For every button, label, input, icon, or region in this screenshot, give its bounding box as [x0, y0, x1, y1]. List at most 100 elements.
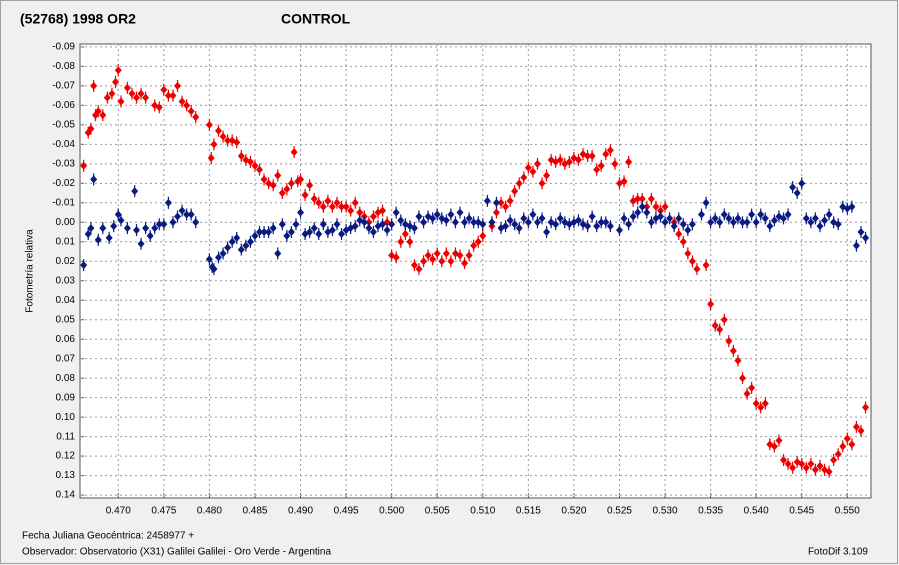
data-point	[278, 218, 286, 231]
data-point	[178, 95, 186, 108]
point-marker	[479, 220, 487, 229]
point-marker	[679, 220, 687, 229]
point-marker	[461, 259, 469, 268]
point-marker	[807, 218, 815, 227]
data-point	[620, 212, 628, 225]
data-point	[543, 226, 551, 239]
point-marker	[597, 218, 605, 227]
data-point	[174, 210, 182, 223]
y-tick-label: 0.13	[56, 470, 76, 481]
point-marker	[110, 222, 118, 231]
data-point	[552, 218, 560, 231]
data-point	[793, 187, 801, 200]
data-point	[789, 181, 797, 194]
data-point	[748, 208, 756, 221]
point-marker	[461, 218, 469, 227]
data-point	[643, 206, 651, 219]
data-point	[224, 241, 232, 254]
data-point	[520, 212, 528, 225]
point-marker	[606, 146, 614, 155]
point-marker	[401, 229, 409, 238]
point-marker	[479, 231, 487, 240]
data-point	[328, 200, 336, 213]
point-marker	[392, 208, 400, 217]
data-point	[684, 224, 692, 237]
data-point	[502, 220, 510, 233]
point-marker	[103, 93, 111, 102]
data-point	[142, 222, 150, 235]
point-marker	[164, 91, 172, 100]
data-point	[351, 220, 359, 233]
point-marker	[529, 210, 537, 219]
data-point	[169, 216, 177, 229]
point-marker	[734, 356, 742, 365]
data-point	[442, 247, 450, 260]
data-point	[274, 247, 282, 260]
data-point	[420, 255, 428, 268]
point-marker	[784, 210, 792, 219]
data-point	[429, 212, 437, 225]
data-point	[707, 298, 715, 311]
point-marker	[802, 463, 810, 472]
point-marker	[588, 152, 596, 161]
data-point	[825, 465, 833, 478]
data-point	[110, 220, 118, 233]
point-marker	[807, 459, 815, 468]
data-point	[215, 124, 223, 137]
data-point	[410, 259, 418, 272]
point-marker	[502, 202, 510, 211]
point-marker	[146, 231, 154, 240]
point-marker	[87, 124, 95, 133]
point-marker	[379, 206, 387, 215]
point-marker	[492, 198, 500, 207]
data-point	[319, 218, 327, 231]
data-point	[670, 220, 678, 233]
point-marker	[420, 257, 428, 266]
x-tick-label: 0.525	[607, 506, 632, 517]
point-marker	[707, 300, 715, 309]
point-marker	[852, 241, 860, 250]
point-marker	[688, 220, 696, 229]
data-point	[780, 454, 788, 467]
x-tick-label: 0.535	[698, 506, 723, 517]
data-point	[661, 216, 669, 229]
point-marker	[670, 222, 678, 231]
data-point	[347, 204, 355, 217]
point-marker	[219, 132, 227, 141]
point-marker	[164, 198, 172, 207]
data-point	[502, 200, 510, 213]
point-marker	[123, 224, 131, 233]
point-marker	[406, 237, 414, 246]
point-marker	[625, 220, 633, 229]
data-point	[688, 218, 696, 231]
point-marker	[802, 214, 810, 223]
data-point	[647, 192, 655, 205]
data-point	[447, 208, 455, 221]
data-point	[602, 216, 610, 229]
y-tick-label: -0.08	[52, 61, 75, 72]
data-point	[174, 79, 182, 92]
point-marker	[210, 265, 218, 274]
point-marker	[424, 251, 432, 260]
data-point	[574, 153, 582, 166]
point-marker	[246, 157, 254, 166]
x-tick-label: 0.510	[470, 506, 495, 517]
point-marker	[857, 426, 865, 435]
y-tick-label: -0.02	[52, 178, 75, 189]
point-marker	[634, 208, 642, 217]
point-marker	[151, 224, 159, 233]
data-point	[292, 218, 300, 231]
point-marker	[502, 222, 510, 231]
point-marker	[410, 261, 418, 270]
data-point	[588, 210, 596, 223]
point-marker	[260, 228, 268, 237]
point-marker	[310, 224, 318, 233]
point-marker	[684, 226, 692, 235]
x-tick-label: 0.470	[106, 506, 131, 517]
data-point	[862, 401, 870, 414]
x-tick-label: 0.520	[561, 506, 586, 517]
data-point	[743, 387, 751, 400]
point-marker	[87, 224, 95, 233]
data-point	[333, 196, 341, 209]
point-marker	[748, 383, 756, 392]
